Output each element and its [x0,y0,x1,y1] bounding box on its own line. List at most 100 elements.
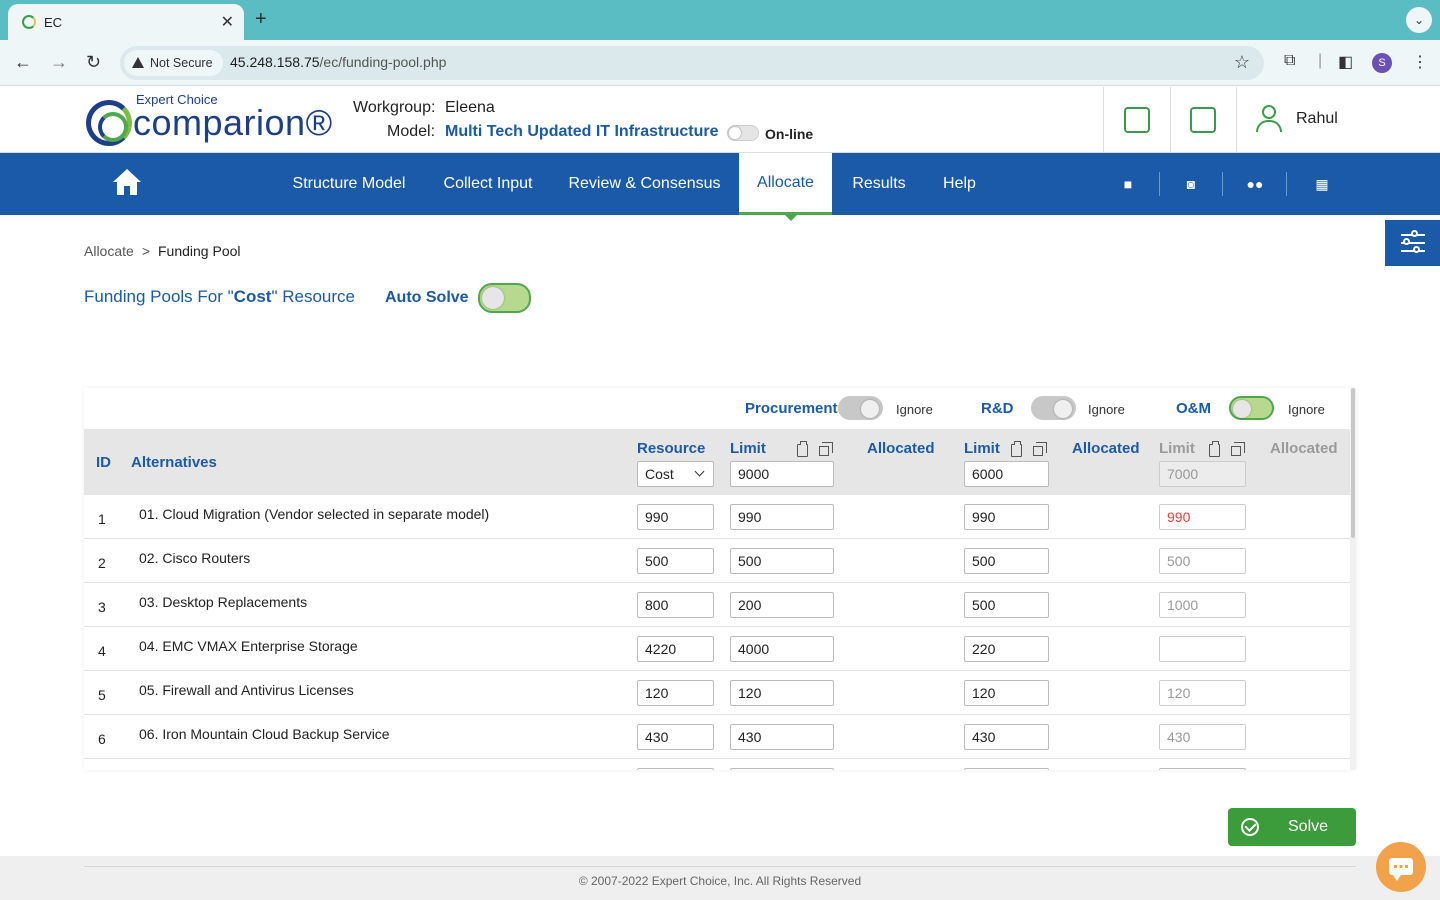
om-limit-cell[interactable]: 990 [1159,504,1246,530]
user-icon[interactable] [1256,105,1282,133]
procurement-limit-cell[interactable]: 430 [730,724,834,750]
back-icon[interactable]: ← [14,52,32,72]
partial-input[interactable] [730,768,834,770]
pool-header-row: Procurement Ignore R&D Ignore O&M Ignore [84,388,1350,429]
reload-icon[interactable]: ↻ [86,52,102,72]
auto-solve-toggle[interactable] [478,283,531,313]
model-name-link[interactable]: Multi Tech Updated IT Infrastructure [445,123,719,140]
nav-collect-input[interactable]: Collect Input [443,175,533,192]
procurement-limit-cell[interactable]: 4000 [730,636,834,662]
nav-review-consensus[interactable]: Review & Consensus [568,175,721,192]
settings-sliders-icon[interactable] [1385,220,1440,266]
copy-icon[interactable] [1011,441,1022,457]
resource-input[interactable]: 800 [637,592,714,618]
bookmark-star-icon[interactable]: ☆ [1233,52,1250,72]
paste-icon[interactable] [1033,442,1047,456]
table-scrollbar[interactable] [1350,388,1356,770]
om-ignore-toggle[interactable] [1229,396,1274,420]
procurement-limit-cell[interactable]: 500 [730,548,834,574]
forward-icon[interactable]: → [50,52,68,72]
binoculars-icon[interactable]: ●● [1246,176,1264,192]
om-limit-cell[interactable]: 430 [1159,724,1246,750]
toolbar-divider: | [1318,52,1323,69]
url-text[interactable]: 45.248.158.75/ec/funding-pool.php [230,54,446,70]
breadcrumb-allocate[interactable]: Allocate [84,243,134,259]
procurement-ignore-toggle[interactable] [838,396,883,420]
keyboard-icon[interactable]: ▦ [1315,176,1329,192]
copy-icon[interactable] [797,441,808,457]
side-panel-icon[interactable]: ◧ [1338,54,1354,71]
rd-limit-cell[interactable]: 500 [964,548,1049,574]
workgroup-label: Workgroup: [353,99,436,116]
resource-select[interactable]: Cost [637,461,714,487]
rd-ignore-toggle[interactable] [1031,396,1076,420]
breadcrumb-current: Funding Pool [158,243,241,259]
online-label: On-line [765,126,814,142]
rd-limit-cell[interactable]: 430 [964,724,1049,750]
close-tab-icon[interactable]: ✕ [220,14,234,31]
rd-limit-cell[interactable]: 220 [964,636,1049,662]
procurement-limit-cell[interactable]: 200 [730,592,834,618]
paste-icon[interactable] [819,442,833,456]
procurement-limit-cell[interactable]: 990 [730,504,834,530]
camera-icon[interactable]: ◙ [1186,176,1196,192]
solve-button-label: Solve [1288,818,1329,835]
fullscreen-icon[interactable] [1190,107,1216,133]
resource-input[interactable]: 430 [637,724,714,750]
app-header: Expert Choice comparion® Workgroup: Elee… [0,87,1440,153]
not-secure-badge[interactable]: Not Secure [124,50,223,76]
om-limit-cell[interactable]: 120 [1159,680,1246,706]
title-prefix: Funding Pools For " [84,287,234,306]
new-tab-icon[interactable]: + [255,8,267,30]
col-alternatives[interactable]: Alternatives [131,454,217,471]
nav-help[interactable]: Help [943,175,976,192]
auto-solve-label: Auto Solve [385,289,469,306]
tab-search-icon[interactable]: ⌄ [1406,7,1432,33]
chat-icon[interactable] [1376,842,1426,892]
col-id[interactable]: ID [96,454,111,471]
copy-icon[interactable] [1209,441,1220,457]
funding-pool-table: Procurement Ignore R&D Ignore O&M Ignore… [84,388,1356,770]
rd-ignore-label: Ignore [1088,402,1125,417]
row-id: 4 [98,643,106,659]
main-navigation: Structure Model Collect Input Review & C… [0,153,1440,221]
procurement-limit-input[interactable]: 9000 [730,461,834,487]
resource-input[interactable]: 500 [637,548,714,574]
comparion-logo[interactable]: Expert Choice comparion® [86,92,332,150]
procurement-limit-cell[interactable]: 120 [730,680,834,706]
map-view-icon[interactable] [1124,107,1150,133]
partial-input[interactable] [637,768,714,770]
rd-limit-input[interactable]: 6000 [964,461,1049,487]
nav-results[interactable]: Results [852,175,906,192]
extensions-icon[interactable]: ⧉ [1284,52,1296,69]
check-circle-icon [1241,818,1259,836]
header-divider [1236,87,1237,153]
rd-limit-cell[interactable]: 120 [964,680,1049,706]
rd-limit-cell[interactable]: 990 [964,504,1049,530]
paste-icon[interactable] [1231,442,1245,456]
lock-icon[interactable]: ■ [1123,176,1133,192]
resource-input[interactable]: 120 [637,680,714,706]
table-row: 4 04. EMC VMAX Enterprise Storage 4220 4000… [84,627,1350,671]
browser-tab[interactable]: EC ✕ [8,4,244,40]
om-limit-cell[interactable]: 1000 [1159,592,1246,618]
partial-input[interactable] [964,768,1049,770]
partial-input[interactable] [1159,768,1246,770]
address-bar[interactable]: Not Secure 45.248.158.75/ec/funding-pool… [120,46,1264,80]
nav-structure-model[interactable]: Structure Model [292,175,406,192]
solve-button[interactable]: Solve [1228,808,1356,846]
pool-name-rd: R&D [981,400,1014,417]
om-limit-cell[interactable]: 500 [1159,548,1246,574]
online-toggle[interactable] [727,125,759,141]
home-icon[interactable] [113,169,141,197]
om-limit-input[interactable]: 7000 [1159,461,1246,487]
scrollbar-thumb[interactable] [1351,388,1355,538]
rd-limit-cell[interactable]: 500 [964,592,1049,618]
resource-input[interactable]: 990 [637,504,714,530]
user-name[interactable]: Rahul [1296,110,1338,127]
resource-input[interactable]: 4220 [637,636,714,662]
browser-menu-icon[interactable]: ⋮ [1412,54,1428,71]
profile-avatar[interactable]: S [1372,53,1392,73]
nav-allocate[interactable]: Allocate [739,153,832,221]
om-limit-cell[interactable] [1159,636,1246,662]
